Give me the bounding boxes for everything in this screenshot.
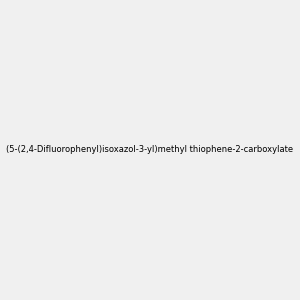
Text: (5-(2,4-Difluorophenyl)isoxazol-3-yl)methyl thiophene-2-carboxylate: (5-(2,4-Difluorophenyl)isoxazol-3-yl)met…	[6, 146, 294, 154]
